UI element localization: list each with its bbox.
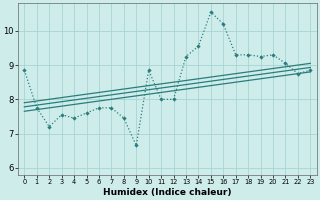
X-axis label: Humidex (Indice chaleur): Humidex (Indice chaleur) (103, 188, 232, 197)
